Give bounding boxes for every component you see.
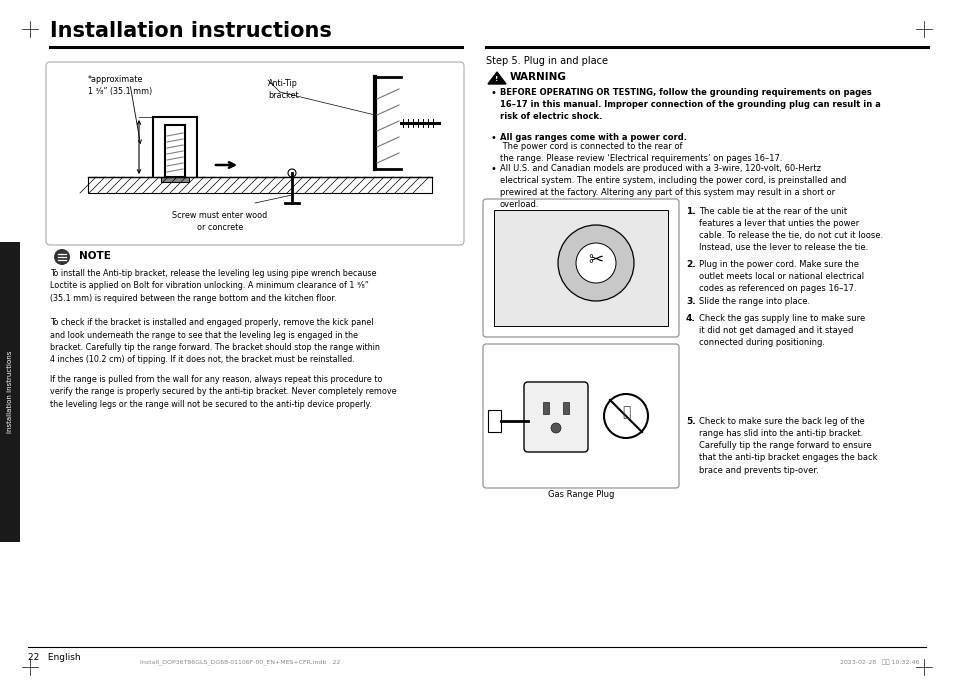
- Bar: [562, 402, 568, 414]
- Circle shape: [288, 169, 295, 177]
- Text: Gas Range Plug: Gas Range Plug: [547, 490, 614, 499]
- Text: Check the gas supply line to make sure
it did not get damaged and it stayed
conn: Check the gas supply line to make sure i…: [699, 314, 864, 347]
- Polygon shape: [488, 72, 505, 84]
- Circle shape: [576, 243, 616, 283]
- Text: The cable tie at the rear of the unit
features a lever that unties the power
cab: The cable tie at the rear of the unit fe…: [699, 207, 882, 252]
- Text: •: •: [491, 133, 497, 143]
- Text: Install_DOP36T86GLS_DG68-01106F-00_EN+MES+CFR.indb   22: Install_DOP36T86GLS_DG68-01106F-00_EN+ME…: [140, 659, 340, 665]
- Text: All U.S. and Canadian models are produced with a 3-wire, 120-volt, 60-Hertz
elec: All U.S. and Canadian models are produce…: [499, 164, 845, 210]
- Bar: [0, 242, 20, 542]
- Bar: [542, 402, 548, 414]
- Bar: [488, 410, 500, 432]
- Text: To check if the bracket is installed and engaged properly, remove the kick panel: To check if the bracket is installed and…: [50, 318, 379, 365]
- Text: !: !: [495, 76, 498, 82]
- Text: If the range is pulled from the wall for any reason, always repeat this procedur: If the range is pulled from the wall for…: [50, 375, 396, 409]
- FancyBboxPatch shape: [482, 199, 679, 337]
- Text: Anti-Tip
bracket: Anti-Tip bracket: [268, 79, 298, 100]
- Text: 22   English: 22 English: [28, 653, 81, 662]
- Circle shape: [54, 249, 70, 265]
- Text: NOTE: NOTE: [79, 251, 111, 261]
- Text: 3.: 3.: [685, 297, 695, 306]
- Text: 2.: 2.: [685, 260, 695, 269]
- Text: •: •: [491, 88, 497, 98]
- Text: *approximate
1 ³⁄₈” (35.1 mm): *approximate 1 ³⁄₈” (35.1 mm): [88, 75, 152, 95]
- Text: 5.: 5.: [685, 417, 695, 426]
- FancyBboxPatch shape: [46, 62, 463, 245]
- Text: Check to make sure the back leg of the
range has slid into the anti-tip bracket.: Check to make sure the back leg of the r…: [699, 417, 877, 475]
- FancyBboxPatch shape: [482, 344, 679, 488]
- Text: BEFORE OPERATING OR TESTING, follow the grounding requirements on pages
16–17 in: BEFORE OPERATING OR TESTING, follow the …: [499, 88, 880, 121]
- Text: Installation instructions: Installation instructions: [7, 351, 13, 434]
- Bar: [494, 210, 667, 326]
- Text: 1.: 1.: [685, 207, 695, 216]
- Text: Screw must enter wood
or concrete: Screw must enter wood or concrete: [172, 211, 268, 232]
- Text: WARNING: WARNING: [510, 72, 566, 82]
- Text: 4.: 4.: [685, 314, 695, 323]
- Text: •: •: [491, 164, 497, 174]
- Bar: [161, 177, 189, 182]
- Text: Slide the range into place.: Slide the range into place.: [699, 297, 809, 306]
- Text: ✋: ✋: [621, 405, 630, 419]
- FancyBboxPatch shape: [523, 382, 587, 452]
- Text: The power cord is connected to the rear of
the range. Please review ‘Electrical : The power cord is connected to the rear …: [499, 142, 781, 163]
- Text: ✂: ✂: [588, 251, 603, 269]
- Circle shape: [558, 225, 634, 301]
- Text: Installation instructions: Installation instructions: [50, 21, 332, 41]
- Text: 2023-02-28   오후 10:32:46: 2023-02-28 오후 10:32:46: [840, 659, 919, 665]
- Text: Step 5. Plug in and place: Step 5. Plug in and place: [485, 56, 607, 66]
- Text: All gas ranges come with a power cord.: All gas ranges come with a power cord.: [499, 133, 686, 142]
- Circle shape: [551, 423, 560, 433]
- Text: To install the Anti-tip bracket, release the leveling leg using pipe wrench beca: To install the Anti-tip bracket, release…: [50, 269, 376, 303]
- Text: Plug in the power cord. Make sure the
outlet meets local or national electrical
: Plug in the power cord. Make sure the ou…: [699, 260, 863, 293]
- Bar: [88, 177, 432, 193]
